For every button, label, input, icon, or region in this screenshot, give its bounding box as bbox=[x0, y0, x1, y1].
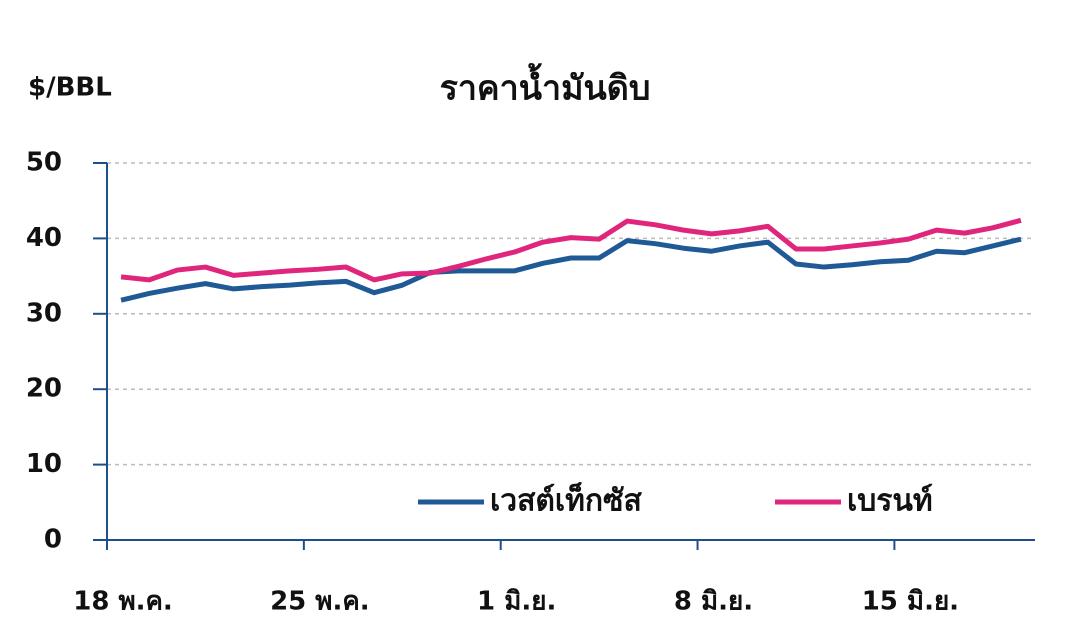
series-line bbox=[120, 236, 1022, 303]
y-tick-label: 30 bbox=[26, 298, 62, 328]
legend-label: เวสต์เท็กซัส bbox=[490, 482, 642, 519]
x-tick-label: 15 มิ.ย. bbox=[862, 587, 959, 617]
x-tick-label: 25 พ.ค. bbox=[270, 587, 370, 617]
series-line bbox=[120, 217, 1022, 283]
legend-label: เบรนท์ bbox=[847, 484, 933, 519]
y-tick-label: 0 bbox=[44, 525, 62, 555]
y-tick-label: 40 bbox=[26, 223, 62, 253]
chart-title: ราคาน้ำมันดิบ bbox=[440, 63, 651, 109]
x-tick-label: 18 พ.ค. bbox=[73, 587, 173, 617]
y-axis-label: $/BBL bbox=[28, 73, 112, 103]
y-tick-label: 10 bbox=[26, 449, 62, 479]
y-tick-label: 20 bbox=[26, 374, 62, 404]
y-tick-label: 50 bbox=[26, 148, 62, 178]
x-tick-label: 1 มิ.ย. bbox=[477, 587, 556, 617]
x-tick-label: 8 มิ.ย. bbox=[674, 587, 753, 617]
